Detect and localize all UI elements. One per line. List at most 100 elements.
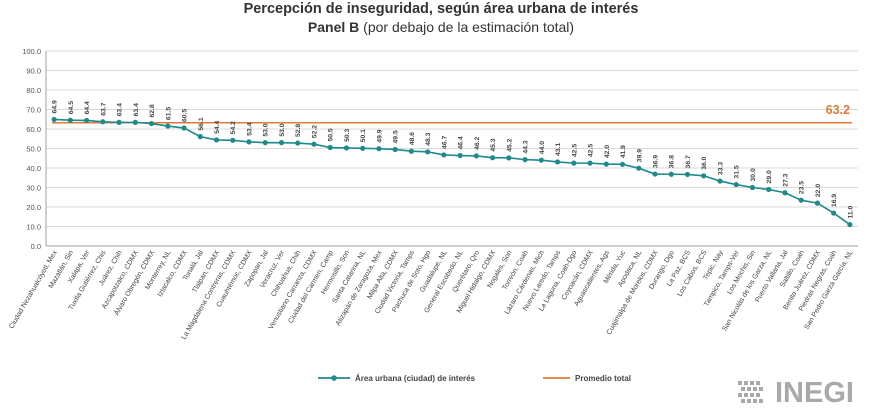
data-point (165, 123, 171, 129)
data-label: 27.3 (782, 173, 789, 186)
data-label: 56.1 (198, 117, 205, 130)
data-point (733, 181, 739, 188)
inegi-logo: INEGI (736, 376, 882, 410)
data-label: 49.9 (376, 129, 383, 142)
data-point (197, 134, 203, 140)
data-point (603, 161, 609, 167)
data-label: 41.9 (620, 145, 627, 158)
data-point (100, 119, 106, 125)
legend-average-label: Promedio total (575, 374, 631, 383)
panel-label: Panel B (307, 19, 360, 35)
data-point (148, 120, 155, 127)
y-tick-label: 60.0 (26, 125, 41, 134)
data-label: 36.7 (685, 155, 692, 168)
data-point (181, 125, 187, 131)
data-label: 33.3 (717, 162, 724, 175)
data-point (684, 171, 691, 178)
data-label: 44.0 (539, 141, 546, 154)
data-label: 29.0 (766, 170, 773, 183)
data-label: 36.9 (653, 155, 660, 168)
y-tick-label: 70.0 (26, 106, 41, 115)
data-label: 64.4 (84, 101, 91, 114)
data-point (360, 145, 366, 151)
y-tick-label: 100.0 (22, 47, 41, 56)
data-label: 50.3 (344, 128, 351, 141)
y-axis-ticks: 0.0 10.0 20.0 30.0 40.0 50.0 60.0 70.0 80.0 90.0 1… (22, 47, 41, 251)
data-point (766, 186, 772, 193)
legend-series-marker (331, 375, 337, 381)
data-label: 63.4 (117, 103, 124, 116)
data-point (51, 116, 57, 123)
data-point (116, 119, 122, 125)
axes (45, 51, 858, 247)
data-point (571, 160, 577, 166)
data-point (246, 139, 252, 145)
y-tick-label: 80.0 (26, 86, 41, 95)
y-tick-label: 30.0 (26, 184, 41, 193)
data-point (652, 171, 658, 177)
legend: Área urbana (ciudad) de interés Promedio … (318, 374, 631, 383)
series-line (54, 118, 851, 226)
data-label: 42.0 (604, 145, 611, 158)
y-tick-label: 0.0 (31, 242, 41, 251)
data-label: 11.0 (847, 205, 854, 218)
y-tick-label: 10.0 (26, 223, 41, 232)
data-label: 61.5 (165, 107, 172, 120)
legend-series-label: Área urbana (ciudad) de interés (355, 374, 476, 383)
data-label: 48.3 (425, 132, 432, 145)
data-point (84, 117, 90, 124)
brand-text: INEGI (775, 377, 854, 409)
data-label: 49.5 (393, 130, 400, 143)
data-point (506, 155, 512, 161)
y-tick-label: 50.0 (26, 145, 41, 154)
data-point (782, 190, 788, 196)
data-label: 43.1 (555, 143, 562, 156)
data-point (132, 119, 138, 125)
data-point (457, 152, 463, 159)
data-point (749, 184, 756, 191)
data-point (295, 140, 301, 146)
chart-subtitle: Panel B (por debajo de la estimación tot… (0, 19, 882, 35)
data-point (587, 160, 593, 166)
data-point (327, 144, 333, 151)
data-point (636, 165, 642, 171)
data-label: 45.2 (506, 138, 513, 151)
data-point (376, 146, 382, 152)
data-label: 52.2 (311, 125, 318, 138)
data-point (522, 157, 528, 163)
data-label: 54.4 (214, 120, 221, 133)
data-point (668, 171, 674, 177)
data-label: 46.7 (441, 135, 448, 148)
data-point (473, 153, 479, 159)
x-tick-label: Ciudad Nezahualcóyotl, Mex (8, 249, 59, 330)
data-point (717, 178, 723, 184)
y-tick-label: 20.0 (26, 203, 41, 212)
y-tick-label: 40.0 (26, 164, 41, 173)
data-label: 64.5 (68, 101, 75, 114)
gridlines (46, 50, 858, 227)
data-label: 45.3 (490, 138, 497, 151)
inegi-logo-mark-icon (738, 381, 763, 403)
data-point (538, 157, 544, 163)
data-point (278, 140, 285, 146)
data-point (425, 149, 431, 155)
data-label: 46.2 (474, 136, 481, 149)
data-point (213, 137, 220, 143)
data-label: 50.5 (328, 128, 335, 141)
data-point (619, 161, 626, 167)
data-point (847, 221, 853, 228)
data-label: 23.5 (799, 181, 806, 194)
data-point (230, 137, 236, 143)
average-line-group: 63.2 (52, 103, 852, 124)
data-label: 54.2 (230, 121, 237, 134)
data-label: 62.8 (149, 104, 156, 117)
data-point (311, 141, 317, 147)
data-label: 63.4 (133, 103, 140, 116)
data-label: 52.8 (295, 124, 302, 137)
data-point (814, 200, 821, 206)
subtitle-text: (por debajo de la estimación total) (359, 19, 575, 35)
data-label: 31.5 (734, 165, 741, 178)
data-label: 16.9 (831, 194, 838, 207)
data-label: 50.1 (360, 129, 367, 142)
